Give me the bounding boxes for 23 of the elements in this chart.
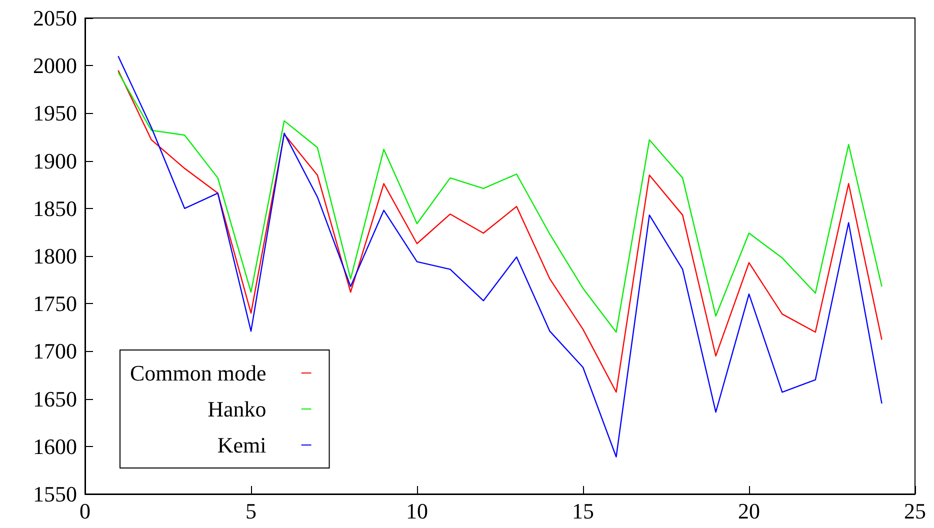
y-tick-label: 1750 [33,291,77,316]
x-tick-label: 20 [738,498,760,524]
x-tick-label: 5 [246,498,256,524]
legend-label: Kemi [217,432,266,458]
y-tick-label: 2050 [33,6,77,30]
x-tick-label: 10 [406,498,428,524]
y-tick-label: 2000 [33,53,77,78]
x-tick-label: 25 [904,498,926,524]
y-tick-label: 1600 [33,434,77,459]
legend-label: Hanko [208,396,266,422]
y-tick-label: 1800 [33,244,77,268]
y-tick-label: 1550 [33,482,77,506]
y-tick-label: 1950 [33,100,77,126]
y-tick-label: 1650 [33,386,77,412]
line-series [118,72,882,333]
y-tick-label: 1900 [33,148,77,174]
line-series [118,55,882,458]
line-series [118,70,882,393]
y-tick-label: 1700 [33,338,77,364]
y-tick-label: 1850 [33,196,77,221]
legend-label: Common mode [130,360,266,386]
x-tick-label: 0 [80,498,90,524]
x-tick-label: 15 [572,498,594,524]
